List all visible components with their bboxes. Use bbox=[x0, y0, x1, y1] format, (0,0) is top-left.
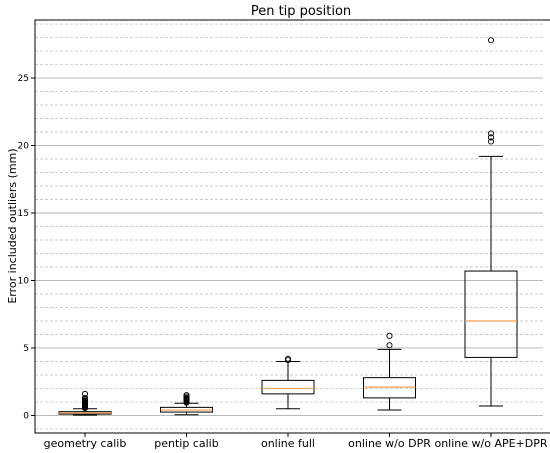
box-group bbox=[58, 390, 112, 416]
outlier-point bbox=[386, 342, 393, 349]
outlier-point bbox=[487, 37, 495, 44]
box-group bbox=[261, 355, 315, 410]
box-group bbox=[160, 392, 213, 416]
box-iqr bbox=[261, 379, 315, 395]
y-tick-label: 20 bbox=[18, 142, 30, 152]
x-category-label: online full bbox=[261, 437, 315, 450]
outlier-point bbox=[487, 138, 495, 145]
outlier-point bbox=[284, 355, 292, 362]
box-iqr bbox=[363, 377, 416, 399]
plot-frame bbox=[34, 19, 550, 434]
x-category-label: online w/o APE+DPR bbox=[434, 437, 547, 450]
y-tick-label: 5 bbox=[23, 344, 29, 354]
axis-layer: 0 5 10 15 20 25 geometry calib pentip calib onli… bbox=[18, 74, 548, 450]
box-iqr bbox=[464, 270, 518, 358]
x-category-label: online w/o DPR bbox=[348, 437, 431, 450]
y-axis-label: Error included outliers (mm) bbox=[6, 148, 19, 303]
y-tick-label: 10 bbox=[18, 276, 30, 286]
box-group bbox=[363, 332, 416, 411]
grid-layer bbox=[35, 23, 543, 430]
y-tick-label: 15 bbox=[18, 209, 29, 219]
outlier-point bbox=[81, 394, 89, 401]
y-tick-label: 25 bbox=[18, 74, 29, 84]
outlier-point bbox=[487, 134, 495, 141]
x-category-label: geometry calib bbox=[44, 437, 127, 450]
outlier-point bbox=[81, 390, 89, 397]
outlier-point bbox=[386, 332, 393, 339]
x-category-label: pentip calib bbox=[154, 437, 218, 450]
chart-title: Pen tip position bbox=[251, 4, 351, 19]
box-layer bbox=[58, 37, 518, 416]
box-group bbox=[464, 37, 518, 407]
y-tick-label: 0 bbox=[23, 411, 29, 421]
outlier-point bbox=[487, 130, 495, 137]
outlier-point bbox=[183, 392, 190, 399]
